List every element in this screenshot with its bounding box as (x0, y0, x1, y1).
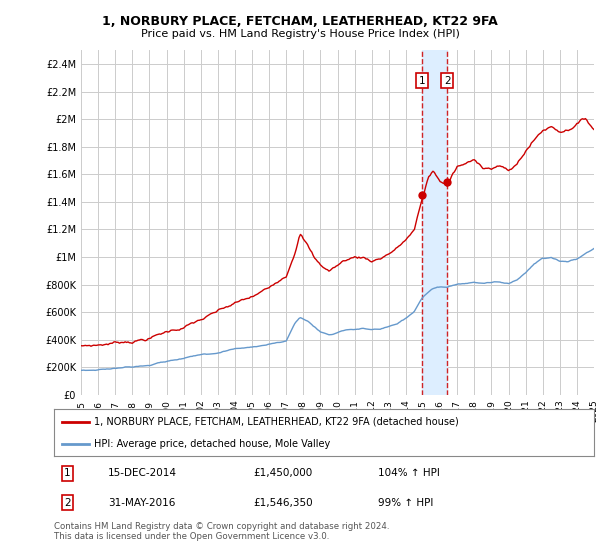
Text: 1, NORBURY PLACE, FETCHAM, LEATHERHEAD, KT22 9FA: 1, NORBURY PLACE, FETCHAM, LEATHERHEAD, … (102, 15, 498, 27)
Text: 31-MAY-2016: 31-MAY-2016 (108, 498, 175, 508)
Bar (422, 50, 447, 395)
Text: 1: 1 (64, 468, 71, 478)
Text: £1,546,350: £1,546,350 (254, 498, 313, 508)
Text: 1: 1 (419, 76, 425, 86)
Text: 1, NORBURY PLACE, FETCHAM, LEATHERHEAD, KT22 9FA (detached house): 1, NORBURY PLACE, FETCHAM, LEATHERHEAD, … (95, 417, 459, 427)
Text: 15-DEC-2014: 15-DEC-2014 (108, 468, 177, 478)
Text: 104% ↑ HPI: 104% ↑ HPI (378, 468, 440, 478)
Text: £1,450,000: £1,450,000 (254, 468, 313, 478)
Text: HPI: Average price, detached house, Mole Valley: HPI: Average price, detached house, Mole… (95, 438, 331, 449)
Text: Price paid vs. HM Land Registry's House Price Index (HPI): Price paid vs. HM Land Registry's House … (140, 29, 460, 39)
Text: 2: 2 (64, 498, 71, 508)
Text: 2: 2 (444, 76, 451, 86)
Text: Contains HM Land Registry data © Crown copyright and database right 2024.
This d: Contains HM Land Registry data © Crown c… (54, 522, 389, 542)
Text: 99% ↑ HPI: 99% ↑ HPI (378, 498, 433, 508)
